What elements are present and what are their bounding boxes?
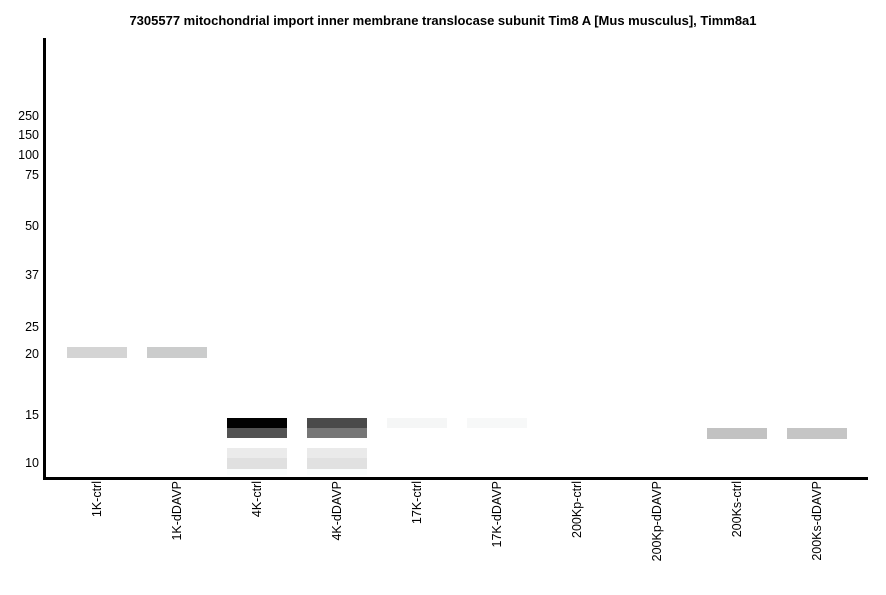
blot-band (227, 458, 287, 469)
chart-title: 7305577 mitochondrial import inner membr… (129, 13, 757, 28)
lane-label: 4K-dDAVP (330, 481, 344, 541)
blot-band (787, 428, 847, 439)
x-axis-line (43, 477, 868, 480)
lane-label: 17K-ctrl (410, 481, 424, 525)
y-axis-tick-label: 100 (18, 148, 39, 162)
lane-label: 1K-ctrl (90, 481, 104, 518)
lane-label: 17K-dDAVP (490, 481, 504, 548)
lane-label: 200Ks-dDAVP (810, 481, 824, 561)
blot-band (307, 428, 367, 438)
blot-band (307, 469, 367, 475)
lane-label: 1K-dDAVP (170, 481, 184, 541)
blot-band (147, 347, 207, 358)
lane-label: 200Ks-ctrl (730, 481, 744, 538)
blot-band (227, 418, 287, 428)
lane-label: 200Kp-ctrl (570, 481, 584, 538)
y-axis-tick-label: 20 (25, 347, 39, 361)
y-axis-tick-label: 250 (18, 109, 39, 123)
blot-band (227, 448, 287, 458)
blot-band (67, 347, 127, 358)
blot-band (307, 448, 367, 458)
y-axis-tick-label: 50 (25, 219, 39, 233)
y-axis-tick-label: 25 (25, 320, 39, 334)
y-axis-tick-label: 150 (18, 128, 39, 142)
blot-band (307, 458, 367, 469)
y-axis-tick-label: 37 (25, 268, 39, 282)
blot-band (467, 418, 527, 428)
blot-band (227, 469, 287, 475)
blot-band (307, 418, 367, 428)
y-axis-tick-label: 10 (25, 456, 39, 470)
blot-band (227, 428, 287, 438)
blot-band (387, 418, 447, 428)
blot-band (707, 428, 767, 439)
y-axis-tick-label: 15 (25, 408, 39, 422)
y-axis-line (43, 38, 46, 480)
lane-label: 200Kp-dDAVP (650, 481, 664, 562)
lane-label: 4K-ctrl (250, 481, 264, 518)
y-axis-tick-label: 75 (25, 168, 39, 182)
